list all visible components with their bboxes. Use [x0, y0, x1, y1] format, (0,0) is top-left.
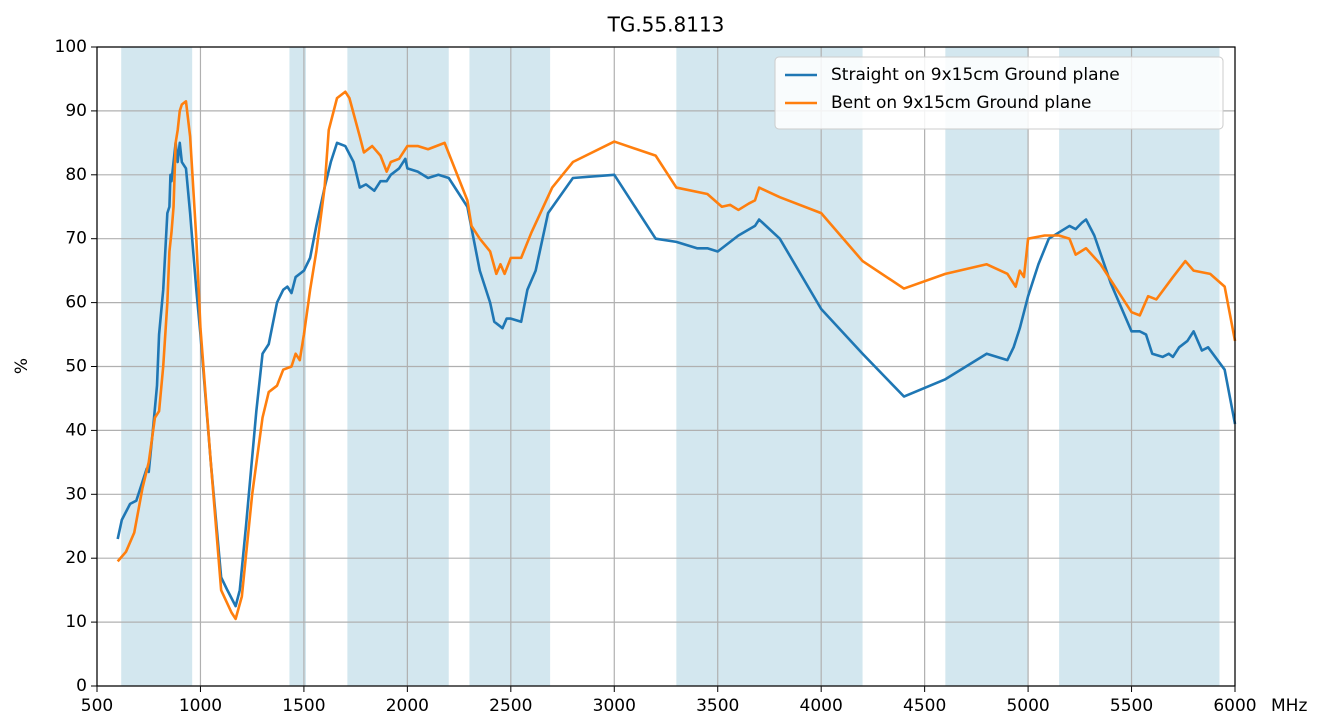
- series-line: [116, 141, 1237, 608]
- x-tick-label: 4500: [903, 696, 946, 716]
- x-tick-label: 5000: [1006, 696, 1049, 716]
- x-tick-label: 5500: [1110, 696, 1153, 716]
- plot-frame: [96, 46, 1236, 687]
- y-tick-label: 90: [65, 101, 87, 121]
- legend-label: Straight on 9x15cm Ground plane: [831, 65, 1120, 85]
- chart-title: TG.55.8113: [607, 13, 725, 37]
- x-tick-label: 3000: [593, 696, 636, 716]
- x-tick-label: 2000: [386, 696, 429, 716]
- x-tick-label: 1500: [282, 696, 325, 716]
- y-tick-label: 20: [65, 548, 87, 568]
- y-tick-label: 60: [65, 293, 87, 313]
- x-tick-label: 4000: [800, 696, 843, 716]
- y-tick-label: 70: [65, 229, 87, 249]
- legend: Straight on 9x15cm Ground plane Bent on 9…: [774, 56, 1224, 130]
- x-tick-label: 6000: [1213, 696, 1256, 716]
- y-tick-label: 80: [65, 165, 87, 185]
- legend-label: Bent on 9x15cm Ground plane: [831, 93, 1091, 113]
- y-tick-label: 50: [65, 357, 87, 377]
- y-tick-label: 30: [65, 484, 87, 504]
- series-line: [116, 90, 1237, 621]
- legend-frame: [774, 56, 1224, 130]
- x-tick-label: 2500: [489, 696, 532, 716]
- x-tick-label: 500: [81, 696, 113, 716]
- y-tick-label: 40: [65, 420, 87, 440]
- y-tick-label: 0: [76, 676, 87, 696]
- x-axis-label: MHz: [1271, 696, 1307, 716]
- y-tick-label: 100: [55, 37, 87, 57]
- y-tick-label: 10: [65, 612, 87, 632]
- x-tick-label: 3500: [696, 696, 739, 716]
- x-tick-label: 1000: [179, 696, 222, 716]
- y-axis-label: %: [12, 358, 32, 374]
